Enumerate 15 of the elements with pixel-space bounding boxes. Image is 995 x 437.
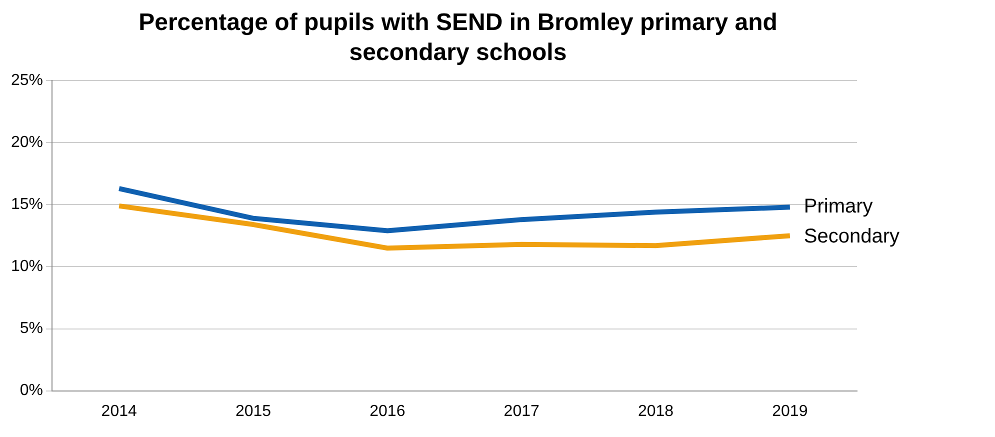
x-tick-label: 2019 <box>772 402 808 420</box>
x-tick-label: 2014 <box>101 402 138 420</box>
y-tick-label: 15% <box>10 196 44 214</box>
x-tick-label: 2016 <box>370 402 406 420</box>
y-tick-label: 25% <box>10 72 44 90</box>
y-tick-label: 10% <box>10 258 44 276</box>
y-tick-label: 5% <box>20 320 44 338</box>
y-tick-label: 20% <box>10 134 44 152</box>
series-label: Secondary <box>804 226 900 248</box>
y-tick-label: 0% <box>20 382 44 400</box>
chart-title: Percentage of pupils with SEND in Bromley primary and secondary schools <box>138 8 778 68</box>
x-tick-label: 2018 <box>638 402 674 420</box>
x-tick-label: 2017 <box>504 402 540 420</box>
series-label: Primary <box>804 196 873 218</box>
x-tick-label: 2015 <box>235 402 272 420</box>
